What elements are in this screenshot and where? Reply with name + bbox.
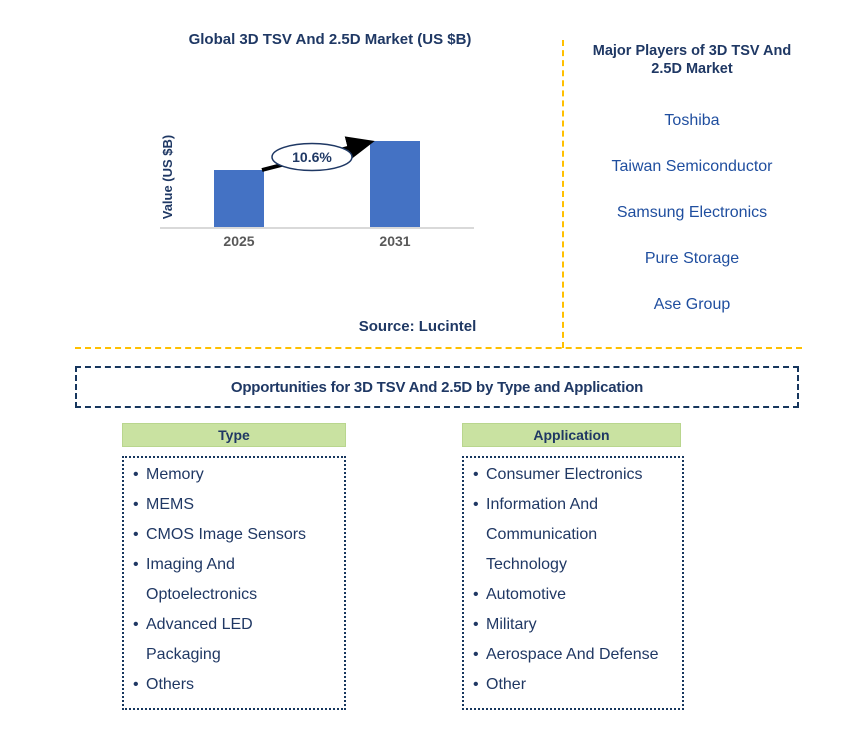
players-list: Toshiba Taiwan Semiconductor Samsung Elect… (576, 112, 808, 342)
list-item: Pure Storage (644, 250, 740, 267)
list-item: Imaging And Optoelectronics (132, 550, 328, 610)
vertical-divider (562, 40, 564, 348)
type-list: MemoryMEMSCMOS Image SensorsImaging And … (124, 458, 344, 700)
list-item: Automotive (472, 580, 666, 610)
y-axis-label: Value (US $B) (160, 134, 175, 220)
bar-2031 (370, 141, 420, 228)
application-list-box: Consumer ElectronicsInformation And Comm… (462, 456, 684, 710)
type-list-box: MemoryMEMSCMOS Image SensorsImaging And … (122, 456, 346, 710)
x-axis-line (160, 227, 474, 229)
opportunities-banner: Opportunities for 3D TSV And 2.5D by Typ… (75, 366, 799, 408)
source-note: Source: Lucintel (358, 318, 477, 335)
list-item: CMOS Image Sensors (132, 520, 328, 550)
list-item: Memory (132, 460, 328, 490)
list-item: Other (472, 670, 666, 700)
list-item: Others (132, 670, 328, 700)
growth-ellipse (271, 142, 353, 172)
x-tick-2025: 2025 (223, 233, 255, 249)
list-item: Samsung Electronics (616, 204, 768, 221)
list-item: Consumer Electronics (472, 460, 666, 490)
list-item: Advanced LED Packaging (132, 610, 328, 670)
players-panel-title: Major Players of 3D TSV And 2.5D Market (592, 43, 792, 78)
growth-rate-label: 10.6% (292, 149, 332, 165)
bar-2025 (214, 170, 264, 228)
opportunities-banner-title: Opportunities for 3D TSV And 2.5D by Typ… (230, 378, 644, 396)
type-header: Type (122, 423, 346, 447)
list-item: Taiwan Semiconductor (611, 158, 773, 175)
application-header: Application (462, 423, 681, 447)
list-item: Military (472, 610, 666, 640)
list-item: Toshiba (664, 112, 720, 129)
horizontal-divider (75, 347, 802, 349)
application-list: Consumer ElectronicsInformation And Comm… (464, 458, 682, 700)
list-item: Ase Group (653, 296, 731, 313)
chart-title: Global 3D TSV And 2.5D Market (US $B) (188, 31, 472, 48)
list-item: Information And Communication Technology (472, 490, 666, 580)
list-item: MEMS (132, 490, 328, 520)
x-tick-2031: 2031 (379, 233, 411, 249)
list-item: Aerospace And Defense (472, 640, 666, 670)
growth-arrow: 10.6% (261, 136, 375, 172)
